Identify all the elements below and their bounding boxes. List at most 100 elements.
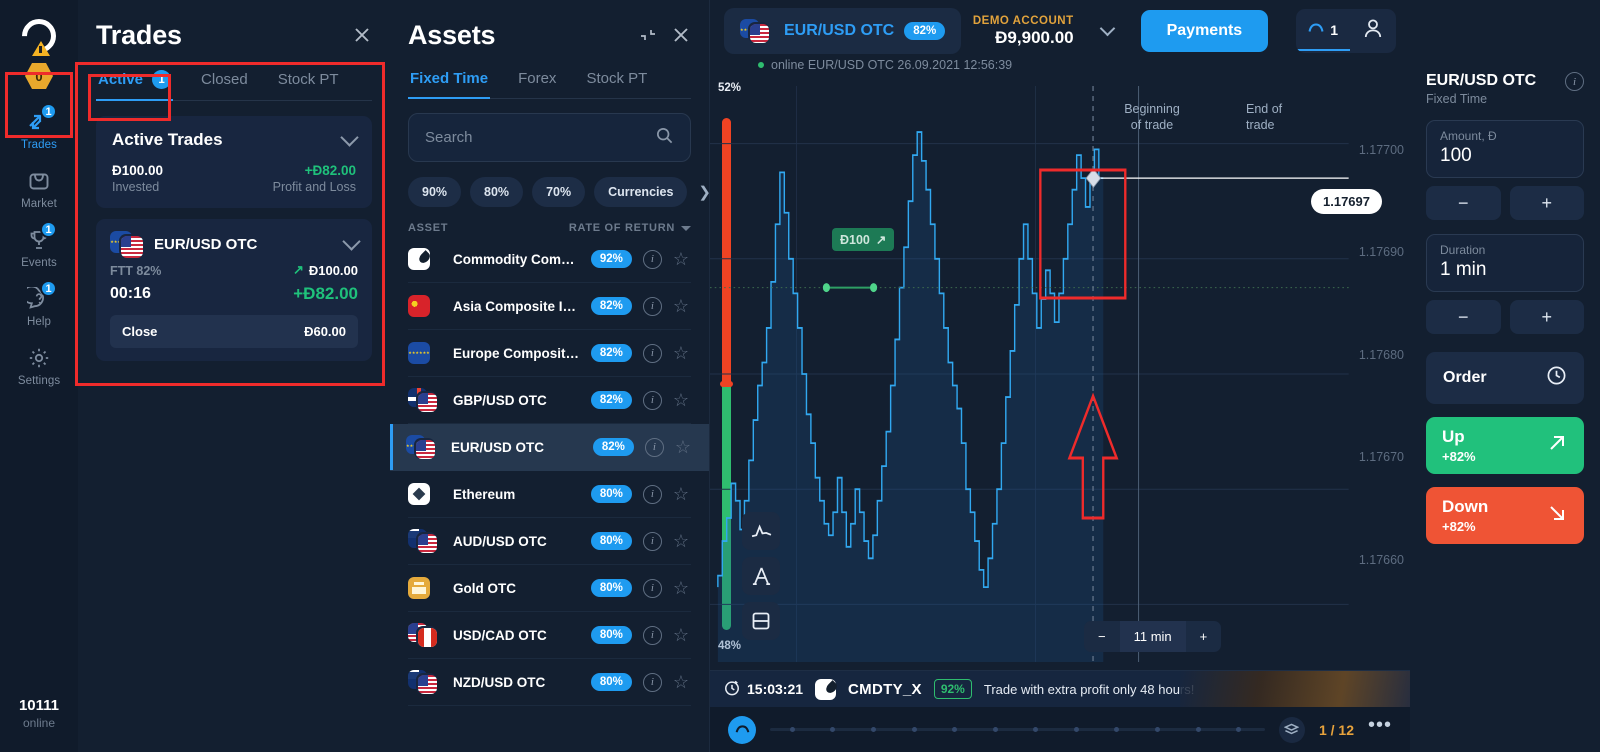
favorite-star-icon[interactable]: ☆ <box>672 484 689 504</box>
amount-value[interactable]: 100 <box>1440 145 1472 166</box>
chevron-right-icon[interactable]: ❯ <box>698 184 711 201</box>
order-button[interactable]: Order <box>1426 352 1584 404</box>
asset-row[interactable]: NZD/USD OTC 80% i ☆ <box>408 659 691 706</box>
account-info[interactable]: DEMO ACCOUNT Ð9,900.00 <box>973 15 1074 48</box>
up-button[interactable]: Up +82% <box>1426 417 1584 474</box>
asset-row[interactable]: Gold OTC 80% i ☆ <box>408 565 691 612</box>
indicators-icon[interactable] <box>742 512 780 550</box>
favorite-star-icon[interactable]: ☆ <box>672 625 689 645</box>
progress-dot[interactable] <box>1033 726 1039 732</box>
collapse-icon[interactable] <box>639 26 657 44</box>
chevron-down-icon[interactable] <box>1099 20 1115 36</box>
coin-balance-badge[interactable]: 0 <box>25 63 53 89</box>
amount-minus-button[interactable]: − <box>1426 186 1501 220</box>
chevron-down-icon[interactable] <box>340 128 359 147</box>
sidebar-item-help[interactable]: 1 Help <box>0 276 78 335</box>
promo-strip[interactable]: 15:03:21 CMDTY_X 92% Trade with extra pr… <box>710 670 1410 707</box>
info-icon[interactable]: i <box>642 484 662 504</box>
duration-plus-button[interactable]: + <box>1509 300 1584 334</box>
sidebar-item-trades[interactable]: 1 Trades <box>0 99 78 158</box>
close-icon[interactable] <box>671 25 691 45</box>
info-icon[interactable]: i <box>1565 72 1584 91</box>
sidebar-item-market[interactable]: Market <box>0 158 78 217</box>
promo-progress-track[interactable] <box>770 726 1265 732</box>
progress-dot[interactable] <box>1236 726 1242 732</box>
favorite-star-icon[interactable]: ☆ <box>672 390 689 410</box>
info-icon[interactable]: i <box>644 437 664 457</box>
progress-dot[interactable] <box>1195 726 1201 732</box>
amount-plus-button[interactable]: + <box>1509 186 1584 220</box>
duration-field[interactable]: Duration 1 min <box>1426 234 1584 292</box>
progress-dot[interactable] <box>911 726 917 732</box>
info-icon[interactable]: i <box>642 625 662 645</box>
info-icon[interactable]: i <box>642 296 662 316</box>
chip-currencies[interactable]: Currencies <box>594 177 688 207</box>
payments-button[interactable]: Payments <box>1140 10 1269 52</box>
asset-row[interactable]: Europe Composite Index 82% i ☆ <box>408 330 691 377</box>
asset-row[interactable]: GBP/USD OTC 82% i ☆ <box>408 377 691 424</box>
duration-value[interactable]: 1 min <box>1440 259 1487 280</box>
info-icon[interactable]: i <box>642 531 662 551</box>
chip-80[interactable]: 80% <box>470 177 524 207</box>
tab-closed[interactable]: Closed <box>199 62 250 100</box>
info-icon[interactable]: i <box>642 343 662 363</box>
asset-row[interactable]: Asia Composite Index 82% i ☆ <box>408 283 691 330</box>
asset-row[interactable]: Commodity Composit... 92% i ☆ <box>408 236 691 283</box>
progress-dot[interactable] <box>1114 726 1120 732</box>
col-rate-of-return[interactable]: RATE OF RETURN <box>569 222 691 234</box>
favorite-star-icon[interactable]: ☆ <box>672 296 689 316</box>
asset-row[interactable]: AUD/USD OTC 80% i ☆ <box>408 518 691 565</box>
tab-stock-pt[interactable]: Stock PT <box>276 62 341 100</box>
tab-forex[interactable]: Forex <box>516 62 558 98</box>
info-icon[interactable]: i <box>642 390 662 410</box>
progress-dot[interactable] <box>992 726 998 732</box>
favorite-star-icon[interactable]: ☆ <box>672 578 689 598</box>
progress-dot[interactable] <box>952 726 958 732</box>
drawing-tools-icon[interactable] <box>742 557 780 595</box>
asset-row[interactable]: USD/CAD OTC 80% i ☆ <box>408 612 691 659</box>
promo-nav-icon[interactable] <box>728 715 756 744</box>
chip-70[interactable]: 70% <box>532 177 586 207</box>
avatar[interactable] <box>1350 9 1396 53</box>
stack-icon[interactable] <box>1278 716 1305 743</box>
search-input[interactable] <box>425 129 655 146</box>
tab-fixed-time[interactable]: Fixed Time <box>408 62 491 99</box>
timeframe-value[interactable]: 11 min <box>1119 621 1186 652</box>
tab-active[interactable]: Active 1 <box>96 62 174 101</box>
asset-row[interactable]: Ethereum 80% i ☆ <box>408 471 691 518</box>
price-chart[interactable]: 52% 48% Beginning of trade End of trade Ð1… <box>710 82 1410 682</box>
search-box[interactable] <box>408 113 691 162</box>
chart-type-icon[interactable] <box>742 602 780 640</box>
zoom-out-button[interactable]: − <box>1098 629 1106 644</box>
favorite-star-icon[interactable]: ☆ <box>672 343 689 363</box>
info-icon[interactable]: i <box>642 672 662 692</box>
zoom-in-button[interactable]: + <box>1199 629 1208 644</box>
favorite-star-icon[interactable]: ☆ <box>672 531 689 551</box>
progress-dot[interactable] <box>870 726 876 732</box>
amount-field[interactable]: Amount, Ð 100 <box>1426 120 1584 178</box>
progress-dot[interactable] <box>789 726 795 732</box>
chevron-down-icon[interactable] <box>342 232 361 251</box>
progress-dot[interactable] <box>830 726 836 732</box>
sidebar-item-events[interactable]: 1 Events <box>0 217 78 276</box>
assets-tabs: Fixed Time Forex Stock PT <box>408 62 691 99</box>
info-icon[interactable]: i <box>642 249 662 269</box>
asset-row[interactable]: EUR/USD OTC 82% i ☆ <box>390 424 709 471</box>
selected-pair-button[interactable]: EUR/USD OTC 82% <box>724 8 962 54</box>
favorite-star-icon[interactable]: ☆ <box>674 437 691 457</box>
info-icon[interactable]: i <box>642 578 662 598</box>
favorite-star-icon[interactable]: ☆ <box>672 672 689 692</box>
progress-dot[interactable] <box>1155 726 1161 732</box>
close-icon[interactable] <box>352 25 372 45</box>
more-options-icon[interactable]: ••• <box>1367 714 1392 736</box>
promo-timer-wrap: 15:03:21 <box>724 679 803 699</box>
duration-minus-button[interactable]: − <box>1426 300 1501 334</box>
sidebar-item-settings[interactable]: Settings <box>0 335 78 394</box>
progress-dot[interactable] <box>1073 726 1079 732</box>
close-trade-button[interactable]: Close Ð60.00 <box>110 315 358 348</box>
down-button[interactable]: Down +82% <box>1426 487 1584 544</box>
tab-stock-pt[interactable]: Stock PT <box>584 62 649 98</box>
favorite-star-icon[interactable]: ☆ <box>672 249 689 269</box>
notifications-button[interactable]: 1 <box>1296 11 1350 51</box>
chip-90[interactable]: 90% <box>408 177 462 207</box>
